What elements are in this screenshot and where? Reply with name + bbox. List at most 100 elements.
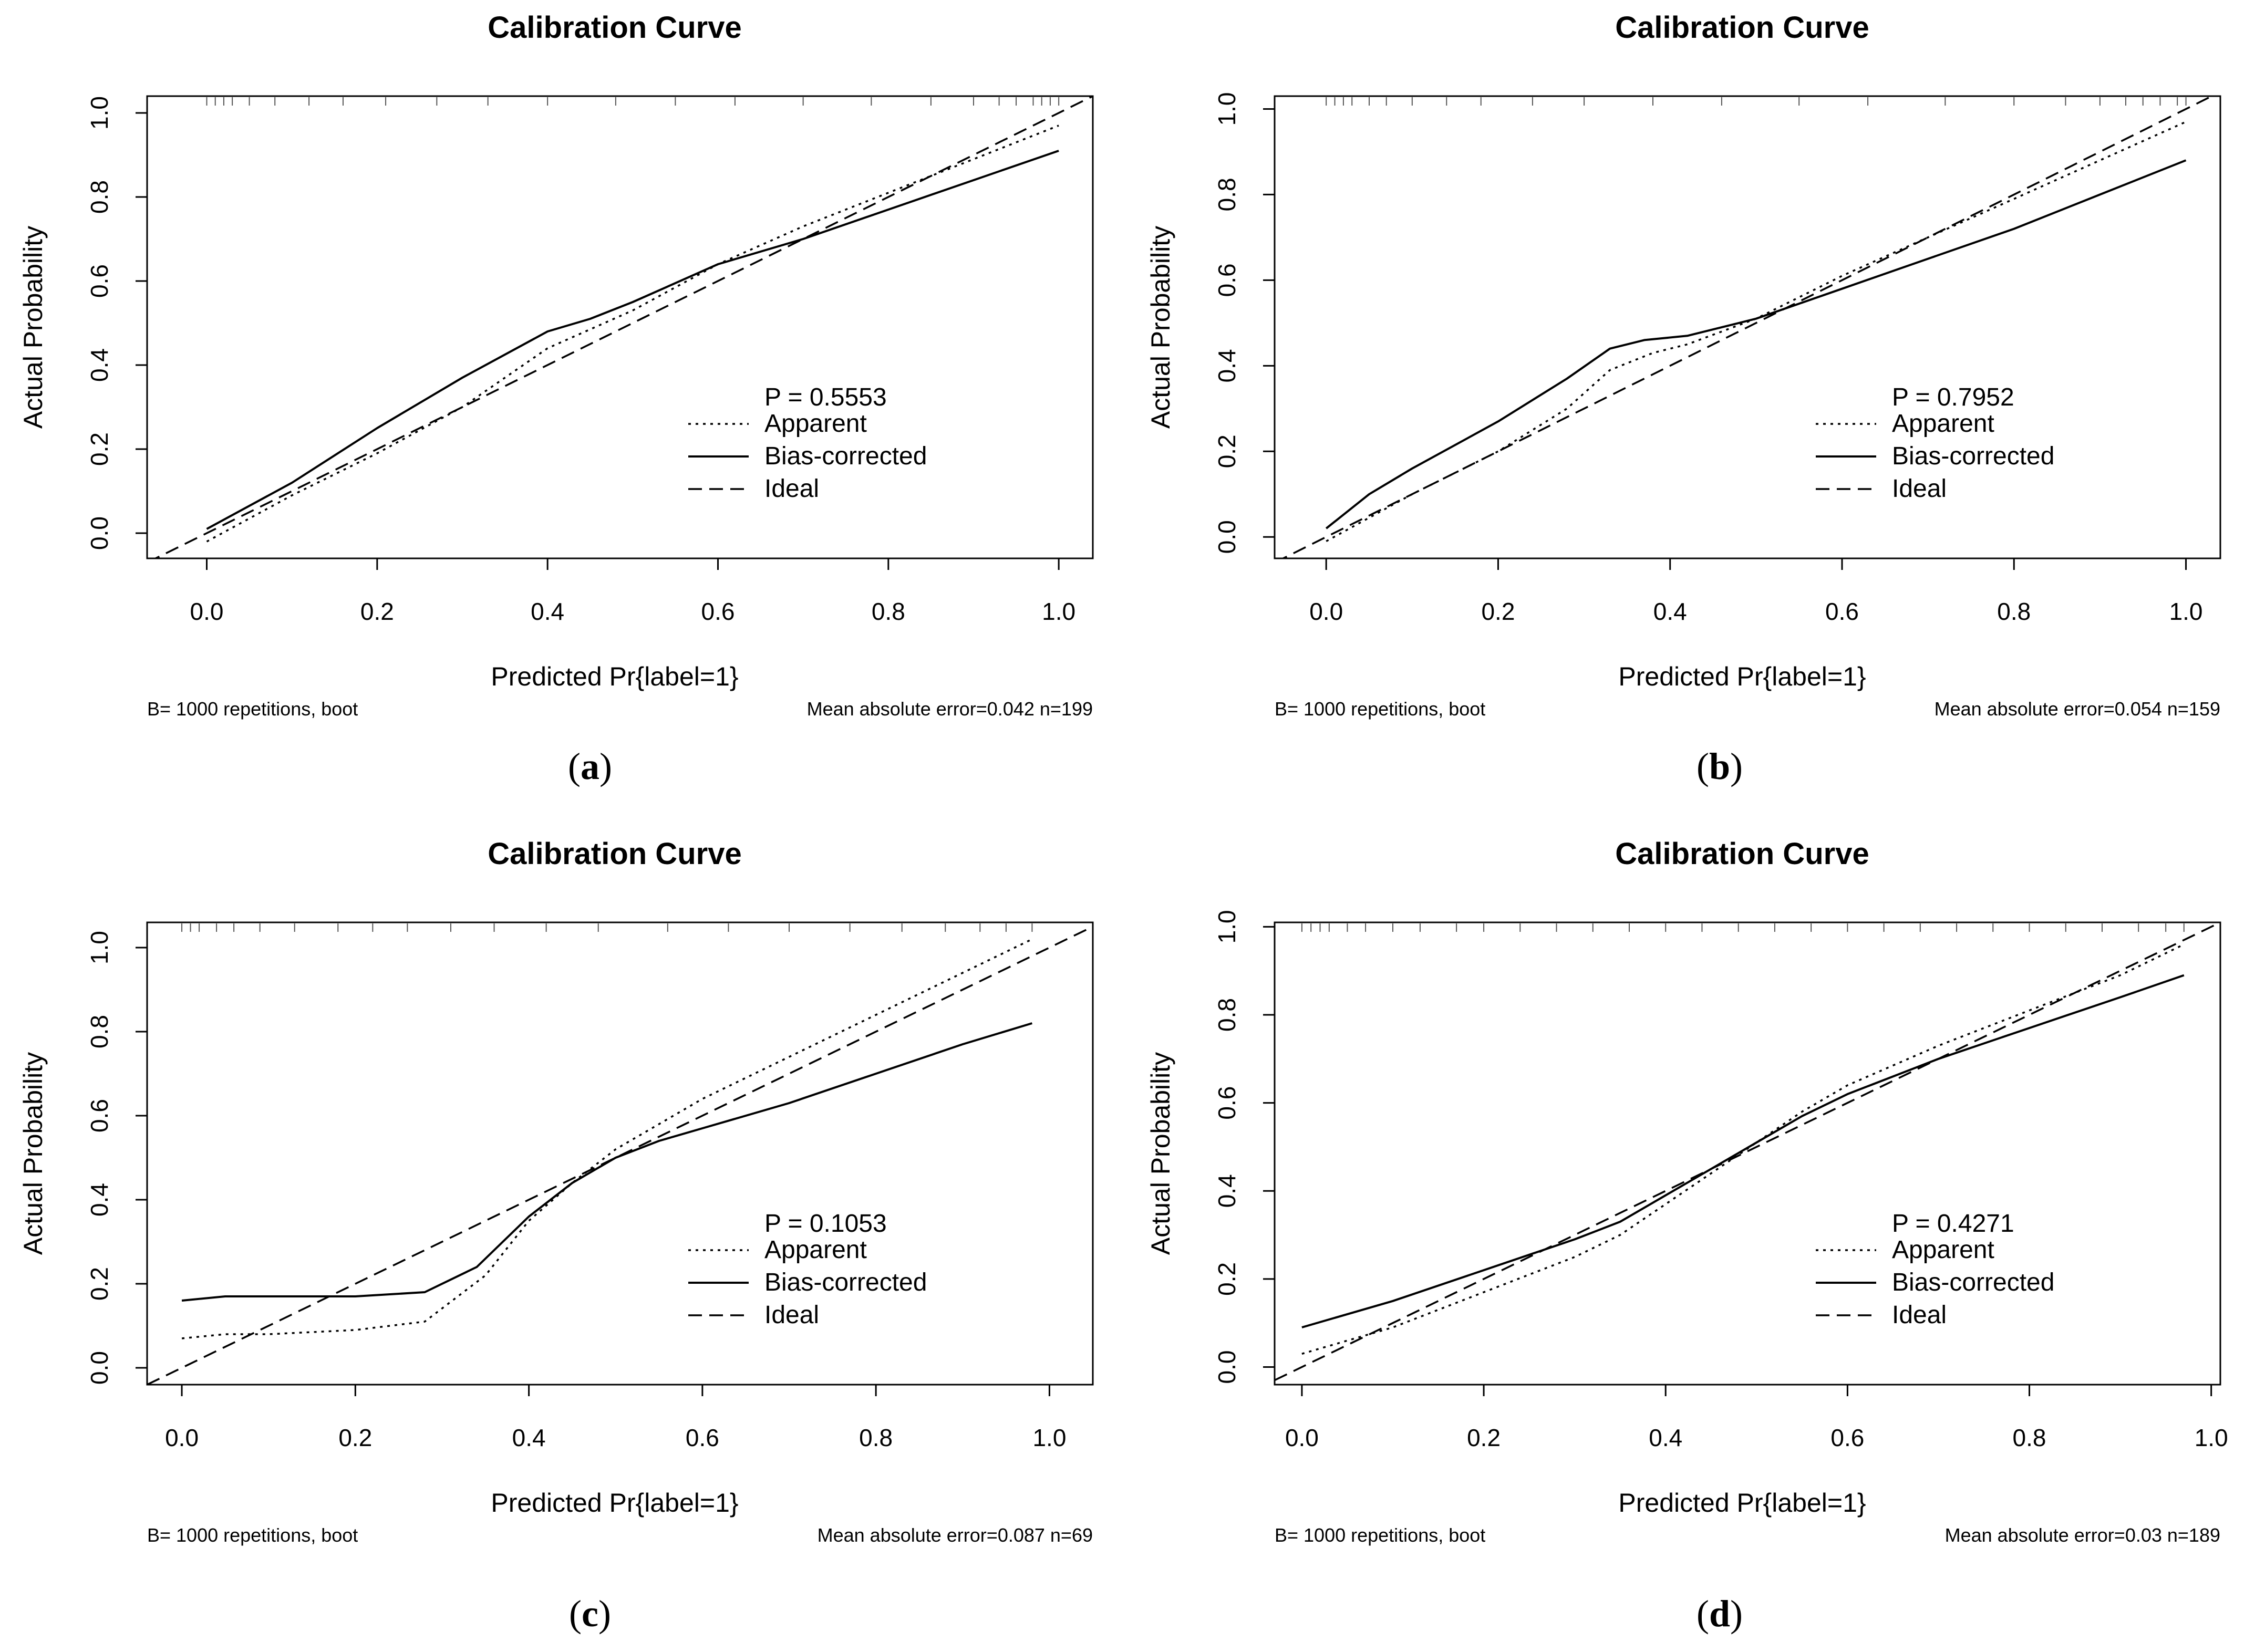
x-tick-label: 1.0 bbox=[1032, 1424, 1066, 1451]
x-axis-label: Predicted Pr{label=1} bbox=[1618, 1488, 1866, 1518]
series-line-bias-corrected bbox=[1325, 159, 2187, 529]
x-tick-label: 0.6 bbox=[1830, 1424, 1864, 1451]
y-tick-label: 0.4 bbox=[86, 1183, 113, 1217]
y-tick-label: 0.4 bbox=[1213, 349, 1240, 382]
y-axis-label: Actual Probability bbox=[1146, 226, 1175, 429]
panel-b: Calibration Curve 0.0 0.2 0.4 0.6 0.8 1.0 0.0 0.… bbox=[1128, 0, 2255, 826]
y-tick-label: 0.6 bbox=[86, 1099, 113, 1132]
x-tick-label: 0.2 bbox=[1481, 598, 1515, 625]
legend-entry: Apparent bbox=[764, 410, 867, 438]
y-tick-label: 0.6 bbox=[86, 264, 113, 298]
x-tick-label: 0.4 bbox=[1653, 598, 1687, 625]
y-tick-label: 0.4 bbox=[86, 348, 113, 382]
series-line-ideal bbox=[153, 96, 1093, 558]
x-tick-label: 0.0 bbox=[165, 1424, 199, 1451]
chart-d: Calibration Curve 0.0 0.2 0.4 0.6 0.8 1.0 0.0 0.… bbox=[1146, 837, 2228, 1546]
x-tick-label: 0.8 bbox=[872, 598, 905, 625]
y-tick-label: 0.4 bbox=[1213, 1174, 1240, 1208]
legend-entry: Bias-corrected bbox=[1892, 1269, 2054, 1296]
note-mean-absolute-error: Mean absolute error=0.03 n=189 bbox=[1945, 1524, 2220, 1546]
y-tick-label: 0.8 bbox=[86, 1015, 113, 1048]
y-tick-label: 1.0 bbox=[1213, 910, 1240, 943]
chart-title: Calibration Curve bbox=[1615, 11, 1869, 45]
series-line-apparent bbox=[1301, 943, 2185, 1355]
x-tick-label: 0.4 bbox=[531, 598, 564, 625]
chart-title: Calibration Curve bbox=[488, 837, 741, 871]
y-tick-label: 0.2 bbox=[1213, 434, 1240, 468]
series-group bbox=[1275, 922, 2220, 1381]
legend-p-value: P = 0.7952 bbox=[1892, 383, 2014, 411]
x-tick-label: 0.6 bbox=[686, 1424, 719, 1451]
legend-entry: Bias-corrected bbox=[764, 442, 927, 470]
panel-c: Calibration Curve 0.0 0.2 0.4 0.6 0.8 1.0 0.0 0.… bbox=[0, 826, 1128, 1652]
legend-p-value: P = 0.4271 bbox=[1892, 1210, 2014, 1238]
y-tick-label: 0.8 bbox=[1213, 998, 1240, 1032]
x-tick-label: 0.4 bbox=[1649, 1424, 1682, 1451]
y-tick-label: 0.2 bbox=[86, 1267, 113, 1301]
legend-entry: Ideal bbox=[1892, 475, 1947, 503]
x-axis-label: Predicted Pr{label=1} bbox=[491, 1488, 738, 1518]
x-tick-label: 0.8 bbox=[2013, 1424, 2046, 1451]
rug-group bbox=[1301, 923, 2185, 932]
y-tick-label: 0.2 bbox=[1213, 1262, 1240, 1296]
y-axis-label: Actual Probability bbox=[18, 1052, 48, 1255]
y-tick-label: 0.0 bbox=[1213, 520, 1240, 554]
y-tick-label: 0.6 bbox=[1213, 263, 1240, 297]
series-group bbox=[1281, 96, 2214, 558]
y-tick-label: 1.0 bbox=[86, 96, 113, 130]
y-axis-label: Actual Probability bbox=[18, 226, 48, 429]
x-tick-label: 0.6 bbox=[1825, 598, 1859, 625]
chart-title: Calibration Curve bbox=[488, 11, 741, 45]
x-tick-label: 0.2 bbox=[1467, 1424, 1501, 1451]
series-line-ideal bbox=[1275, 922, 2220, 1381]
chart-title: Calibration Curve bbox=[1615, 837, 1869, 871]
x-tick-label: 0.4 bbox=[512, 1424, 546, 1451]
x-tick-label: 0.8 bbox=[1997, 598, 2031, 625]
y-tick-label: 0.0 bbox=[1213, 1350, 1240, 1384]
panel-a: Calibration Curve 0.0 0.2 0.4 0.6 0.8 1.0 0.0 0.… bbox=[0, 0, 1128, 826]
x-tick-label: 1.0 bbox=[2195, 1424, 2228, 1451]
legend-entry: Ideal bbox=[764, 475, 819, 503]
y-tick-label: 0.8 bbox=[1213, 178, 1240, 211]
series-line-bias-corrected bbox=[1301, 974, 2185, 1328]
x-axis-label: Predicted Pr{label=1} bbox=[491, 662, 738, 691]
y-tick-label: 1.0 bbox=[1213, 92, 1240, 126]
series-line-bias-corrected bbox=[206, 150, 1059, 530]
series-group bbox=[147, 926, 1093, 1385]
panel-label-d: (d) bbox=[1696, 1593, 1743, 1635]
note-mean-absolute-error: Mean absolute error=0.042 n=199 bbox=[807, 698, 1093, 720]
x-tick-label: 1.0 bbox=[2169, 598, 2203, 625]
note-mean-absolute-error: Mean absolute error=0.087 n=69 bbox=[818, 1524, 1093, 1546]
note-mean-absolute-error: Mean absolute error=0.054 n=159 bbox=[1935, 698, 2220, 720]
legend-p-value: P = 0.5553 bbox=[764, 383, 887, 411]
x-tick-label: 0.0 bbox=[1285, 1424, 1319, 1451]
legend-entry: Apparent bbox=[764, 1236, 867, 1264]
series-line-ideal bbox=[147, 926, 1093, 1385]
legend-entry: Bias-corrected bbox=[1892, 442, 2054, 470]
plot-frame bbox=[146, 95, 1094, 559]
y-tick-label: 0.8 bbox=[86, 180, 113, 214]
series-line-ideal bbox=[1281, 96, 2214, 558]
note-repetitions: B= 1000 repetitions, boot bbox=[1275, 698, 1485, 720]
x-tick-label: 1.0 bbox=[1042, 598, 1075, 625]
y-axis-label: Actual Probability bbox=[1146, 1052, 1175, 1255]
series-line-bias-corrected bbox=[181, 1022, 1032, 1302]
legend-entry: Bias-corrected bbox=[764, 1269, 927, 1296]
legend-entry: Apparent bbox=[1892, 1236, 1994, 1264]
rug-group bbox=[206, 97, 1060, 106]
x-axis-label: Predicted Pr{label=1} bbox=[1618, 662, 1866, 691]
legend-p-value: P = 0.1053 bbox=[764, 1210, 887, 1238]
series-line-apparent bbox=[1326, 121, 2187, 542]
series-line-apparent bbox=[206, 124, 1059, 543]
y-tick-label: 0.0 bbox=[86, 1351, 113, 1385]
legend-entry: Apparent bbox=[1892, 410, 1994, 438]
panel-d: Calibration Curve 0.0 0.2 0.4 0.6 0.8 1.0 0.0 0.… bbox=[1128, 826, 2255, 1652]
chart-a: Calibration Curve 0.0 0.2 0.4 0.6 0.8 1.0 0.0 0.… bbox=[18, 11, 1094, 720]
legend-entry: Ideal bbox=[764, 1301, 819, 1329]
panel-label-b: (b) bbox=[1696, 745, 1743, 787]
chart-c: Calibration Curve 0.0 0.2 0.4 0.6 0.8 1.0 0.0 0.… bbox=[18, 837, 1094, 1546]
x-tick-label: 0.0 bbox=[1309, 598, 1343, 625]
